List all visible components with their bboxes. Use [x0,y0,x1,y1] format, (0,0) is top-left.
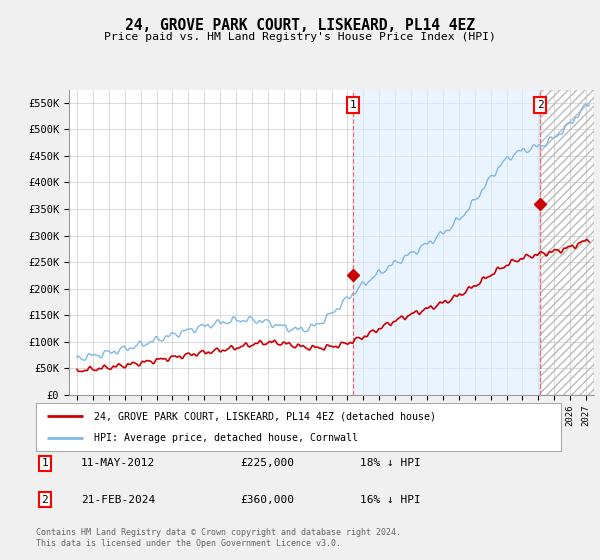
Text: 2: 2 [537,100,544,110]
Text: 21-FEB-2024: 21-FEB-2024 [81,494,155,505]
Text: HPI: Average price, detached house, Cornwall: HPI: Average price, detached house, Corn… [94,433,358,443]
Text: 16% ↓ HPI: 16% ↓ HPI [360,494,421,505]
Text: 24, GROVE PARK COURT, LISKEARD, PL14 4EZ (detached house): 24, GROVE PARK COURT, LISKEARD, PL14 4EZ… [94,411,436,421]
Text: 1: 1 [41,458,49,468]
Text: £360,000: £360,000 [240,494,294,505]
Text: Contains HM Land Registry data © Crown copyright and database right 2024.
This d: Contains HM Land Registry data © Crown c… [36,528,401,548]
Text: 18% ↓ HPI: 18% ↓ HPI [360,458,421,468]
Text: 2: 2 [41,494,49,505]
Text: 24, GROVE PARK COURT, LISKEARD, PL14 4EZ: 24, GROVE PARK COURT, LISKEARD, PL14 4EZ [125,18,475,33]
Text: Price paid vs. HM Land Registry's House Price Index (HPI): Price paid vs. HM Land Registry's House … [104,32,496,43]
Text: 11-MAY-2012: 11-MAY-2012 [81,458,155,468]
Text: £225,000: £225,000 [240,458,294,468]
Text: 1: 1 [350,100,356,110]
